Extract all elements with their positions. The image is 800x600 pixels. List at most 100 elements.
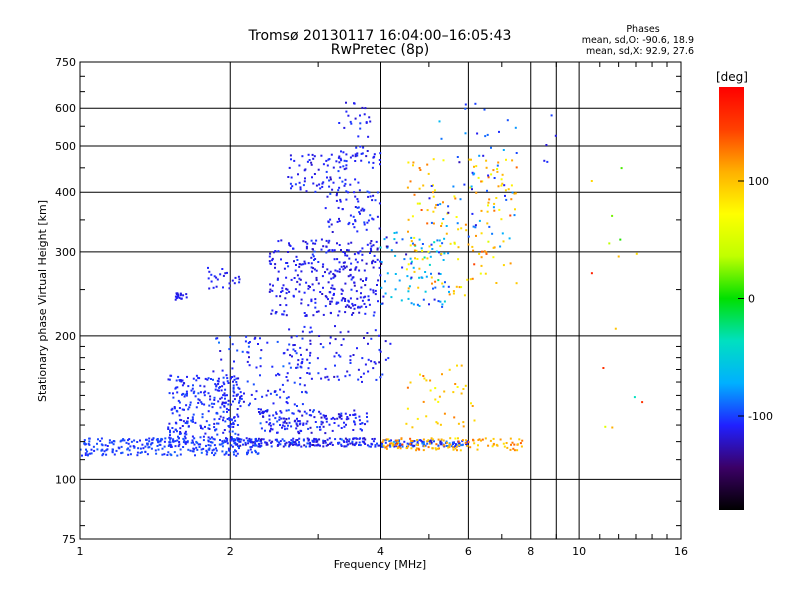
data-point (480, 264, 483, 267)
data-point (361, 152, 364, 155)
data-point (366, 221, 369, 224)
data-point (226, 410, 228, 413)
data-point (302, 423, 305, 426)
data-point (480, 439, 482, 442)
data-point (429, 389, 432, 392)
data-point (406, 386, 409, 389)
data-point (340, 344, 343, 346)
data-point (338, 244, 341, 246)
data-point (497, 185, 500, 188)
data-point (286, 427, 289, 430)
data-point (362, 146, 365, 149)
data-point (293, 159, 296, 162)
data-point (501, 173, 504, 176)
data-point (279, 295, 282, 298)
data-point (324, 367, 327, 370)
data-point (370, 245, 373, 248)
data-point (235, 394, 238, 397)
data-point (233, 398, 236, 401)
data-point (442, 218, 445, 220)
data-point (102, 453, 105, 455)
data-point (292, 437, 295, 440)
data-point (384, 280, 386, 283)
data-point (484, 135, 487, 138)
data-point (432, 195, 435, 198)
data-point (303, 444, 306, 447)
data-point (245, 437, 248, 440)
data-point (269, 288, 272, 291)
data-point (257, 445, 260, 448)
data-point (458, 444, 461, 447)
data-point (449, 443, 452, 446)
data-point (448, 290, 450, 293)
data-point (245, 335, 248, 338)
data-point (92, 445, 95, 448)
data-point (311, 283, 314, 286)
data-point (168, 422, 171, 425)
data-point (275, 393, 278, 396)
data-point (502, 442, 505, 445)
data-point (357, 206, 360, 209)
data-point (216, 433, 219, 436)
data-point (327, 443, 329, 446)
data-point (292, 247, 295, 250)
data-point (450, 445, 453, 448)
data-point (268, 290, 271, 293)
data-point (264, 429, 266, 432)
data-point (127, 453, 130, 456)
data-point (272, 402, 275, 405)
data-point (326, 164, 329, 167)
data-point (480, 209, 483, 212)
data-point (362, 372, 365, 375)
data-point (235, 450, 238, 453)
data-point (167, 451, 170, 454)
data-point (353, 281, 356, 284)
data-point (240, 438, 243, 441)
data-point (388, 444, 391, 447)
data-point (312, 182, 315, 185)
data-point (215, 449, 218, 452)
data-point (178, 296, 181, 299)
data-point (301, 337, 304, 340)
data-point (481, 438, 484, 441)
data-point (174, 387, 177, 390)
data-point (207, 410, 210, 413)
data-point (367, 299, 370, 302)
data-point (333, 249, 336, 252)
data-point (288, 343, 291, 346)
data-point (445, 232, 448, 235)
data-point (453, 416, 456, 419)
data-point (442, 285, 445, 288)
data-point (360, 209, 363, 212)
data-point (442, 159, 445, 162)
data-point (482, 154, 485, 157)
chart-subtitle: RwPretec (8p) (331, 42, 429, 58)
data-point (350, 278, 353, 281)
data-point (282, 417, 285, 420)
data-point (371, 217, 374, 220)
data-point (347, 330, 350, 333)
data-point (284, 444, 287, 447)
data-point (216, 389, 219, 392)
data-point (236, 424, 239, 426)
data-point (356, 230, 359, 233)
data-point (339, 200, 342, 203)
data-point (86, 450, 89, 453)
data-point (496, 170, 499, 173)
data-point (312, 440, 315, 443)
data-point (487, 174, 490, 177)
data-point (353, 253, 356, 256)
data-point (285, 276, 288, 279)
data-point (457, 258, 460, 261)
data-point (329, 218, 332, 221)
data-point (425, 275, 428, 278)
data-point (340, 159, 343, 162)
data-point (181, 384, 184, 387)
data-point (437, 272, 440, 275)
data-point (112, 448, 114, 451)
data-point (413, 444, 416, 447)
data-point (364, 312, 367, 315)
data-point (340, 443, 343, 446)
data-point (452, 292, 455, 295)
data-point (448, 446, 451, 448)
